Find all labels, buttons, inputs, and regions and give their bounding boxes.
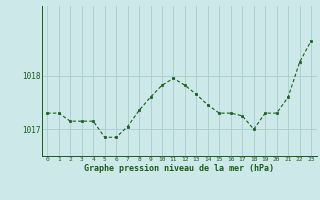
X-axis label: Graphe pression niveau de la mer (hPa): Graphe pression niveau de la mer (hPa) <box>84 164 274 173</box>
